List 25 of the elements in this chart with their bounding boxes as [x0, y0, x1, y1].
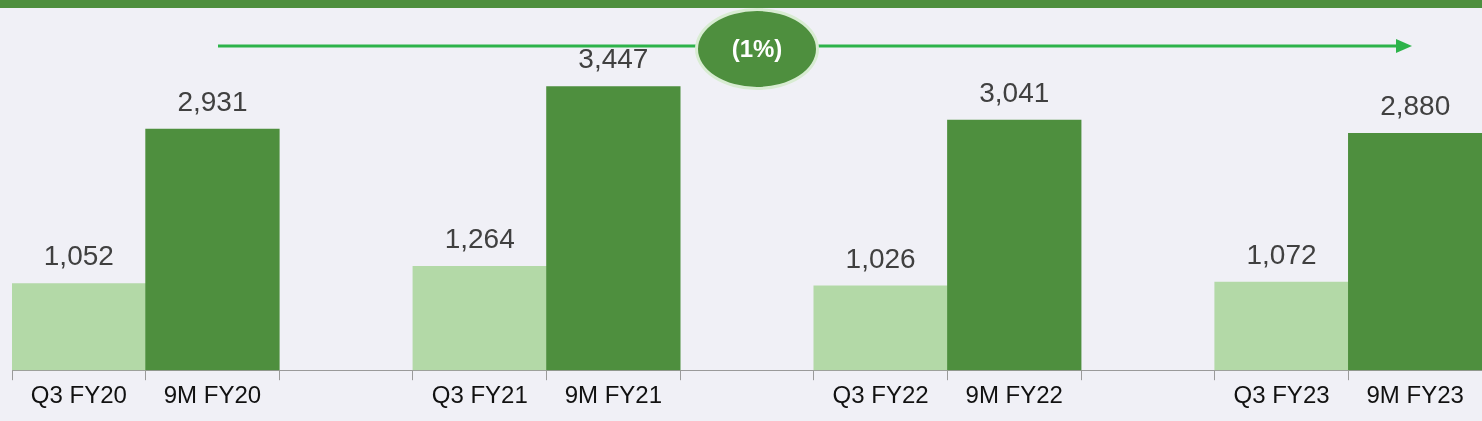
x-tick-label: Q3 FY23 — [1233, 381, 1330, 409]
data-label: 1,264 — [444, 222, 515, 254]
data-label: 2,931 — [177, 85, 248, 117]
x-tick-label: 9M FY22 — [965, 381, 1063, 409]
bar — [947, 119, 1082, 371]
x-tick-label: Q3 FY20 — [30, 381, 127, 409]
data-label: 1,072 — [1246, 238, 1317, 270]
data-label: 1,052 — [43, 240, 114, 272]
bar — [1348, 132, 1482, 371]
text: (1%) — [695, 8, 819, 90]
bar — [412, 265, 547, 371]
x-tick-label: 9M FY20 — [163, 381, 262, 409]
bar — [813, 285, 948, 371]
data-label: 3,447 — [578, 43, 649, 75]
bar — [1214, 281, 1349, 371]
bar — [145, 128, 280, 371]
x-tick-label: Q3 FY21 — [431, 381, 528, 409]
x-tick-label: 9M FY21 — [564, 381, 663, 409]
x-tick-label: 9M FY23 — [1366, 381, 1464, 409]
bar — [546, 86, 681, 371]
data-label: 3,041 — [979, 76, 1050, 108]
x-tick-label: Q3 FY22 — [832, 381, 929, 409]
data-label: 2,880 — [1380, 89, 1451, 121]
bar — [12, 283, 146, 371]
data-label: 1,026 — [845, 242, 916, 274]
